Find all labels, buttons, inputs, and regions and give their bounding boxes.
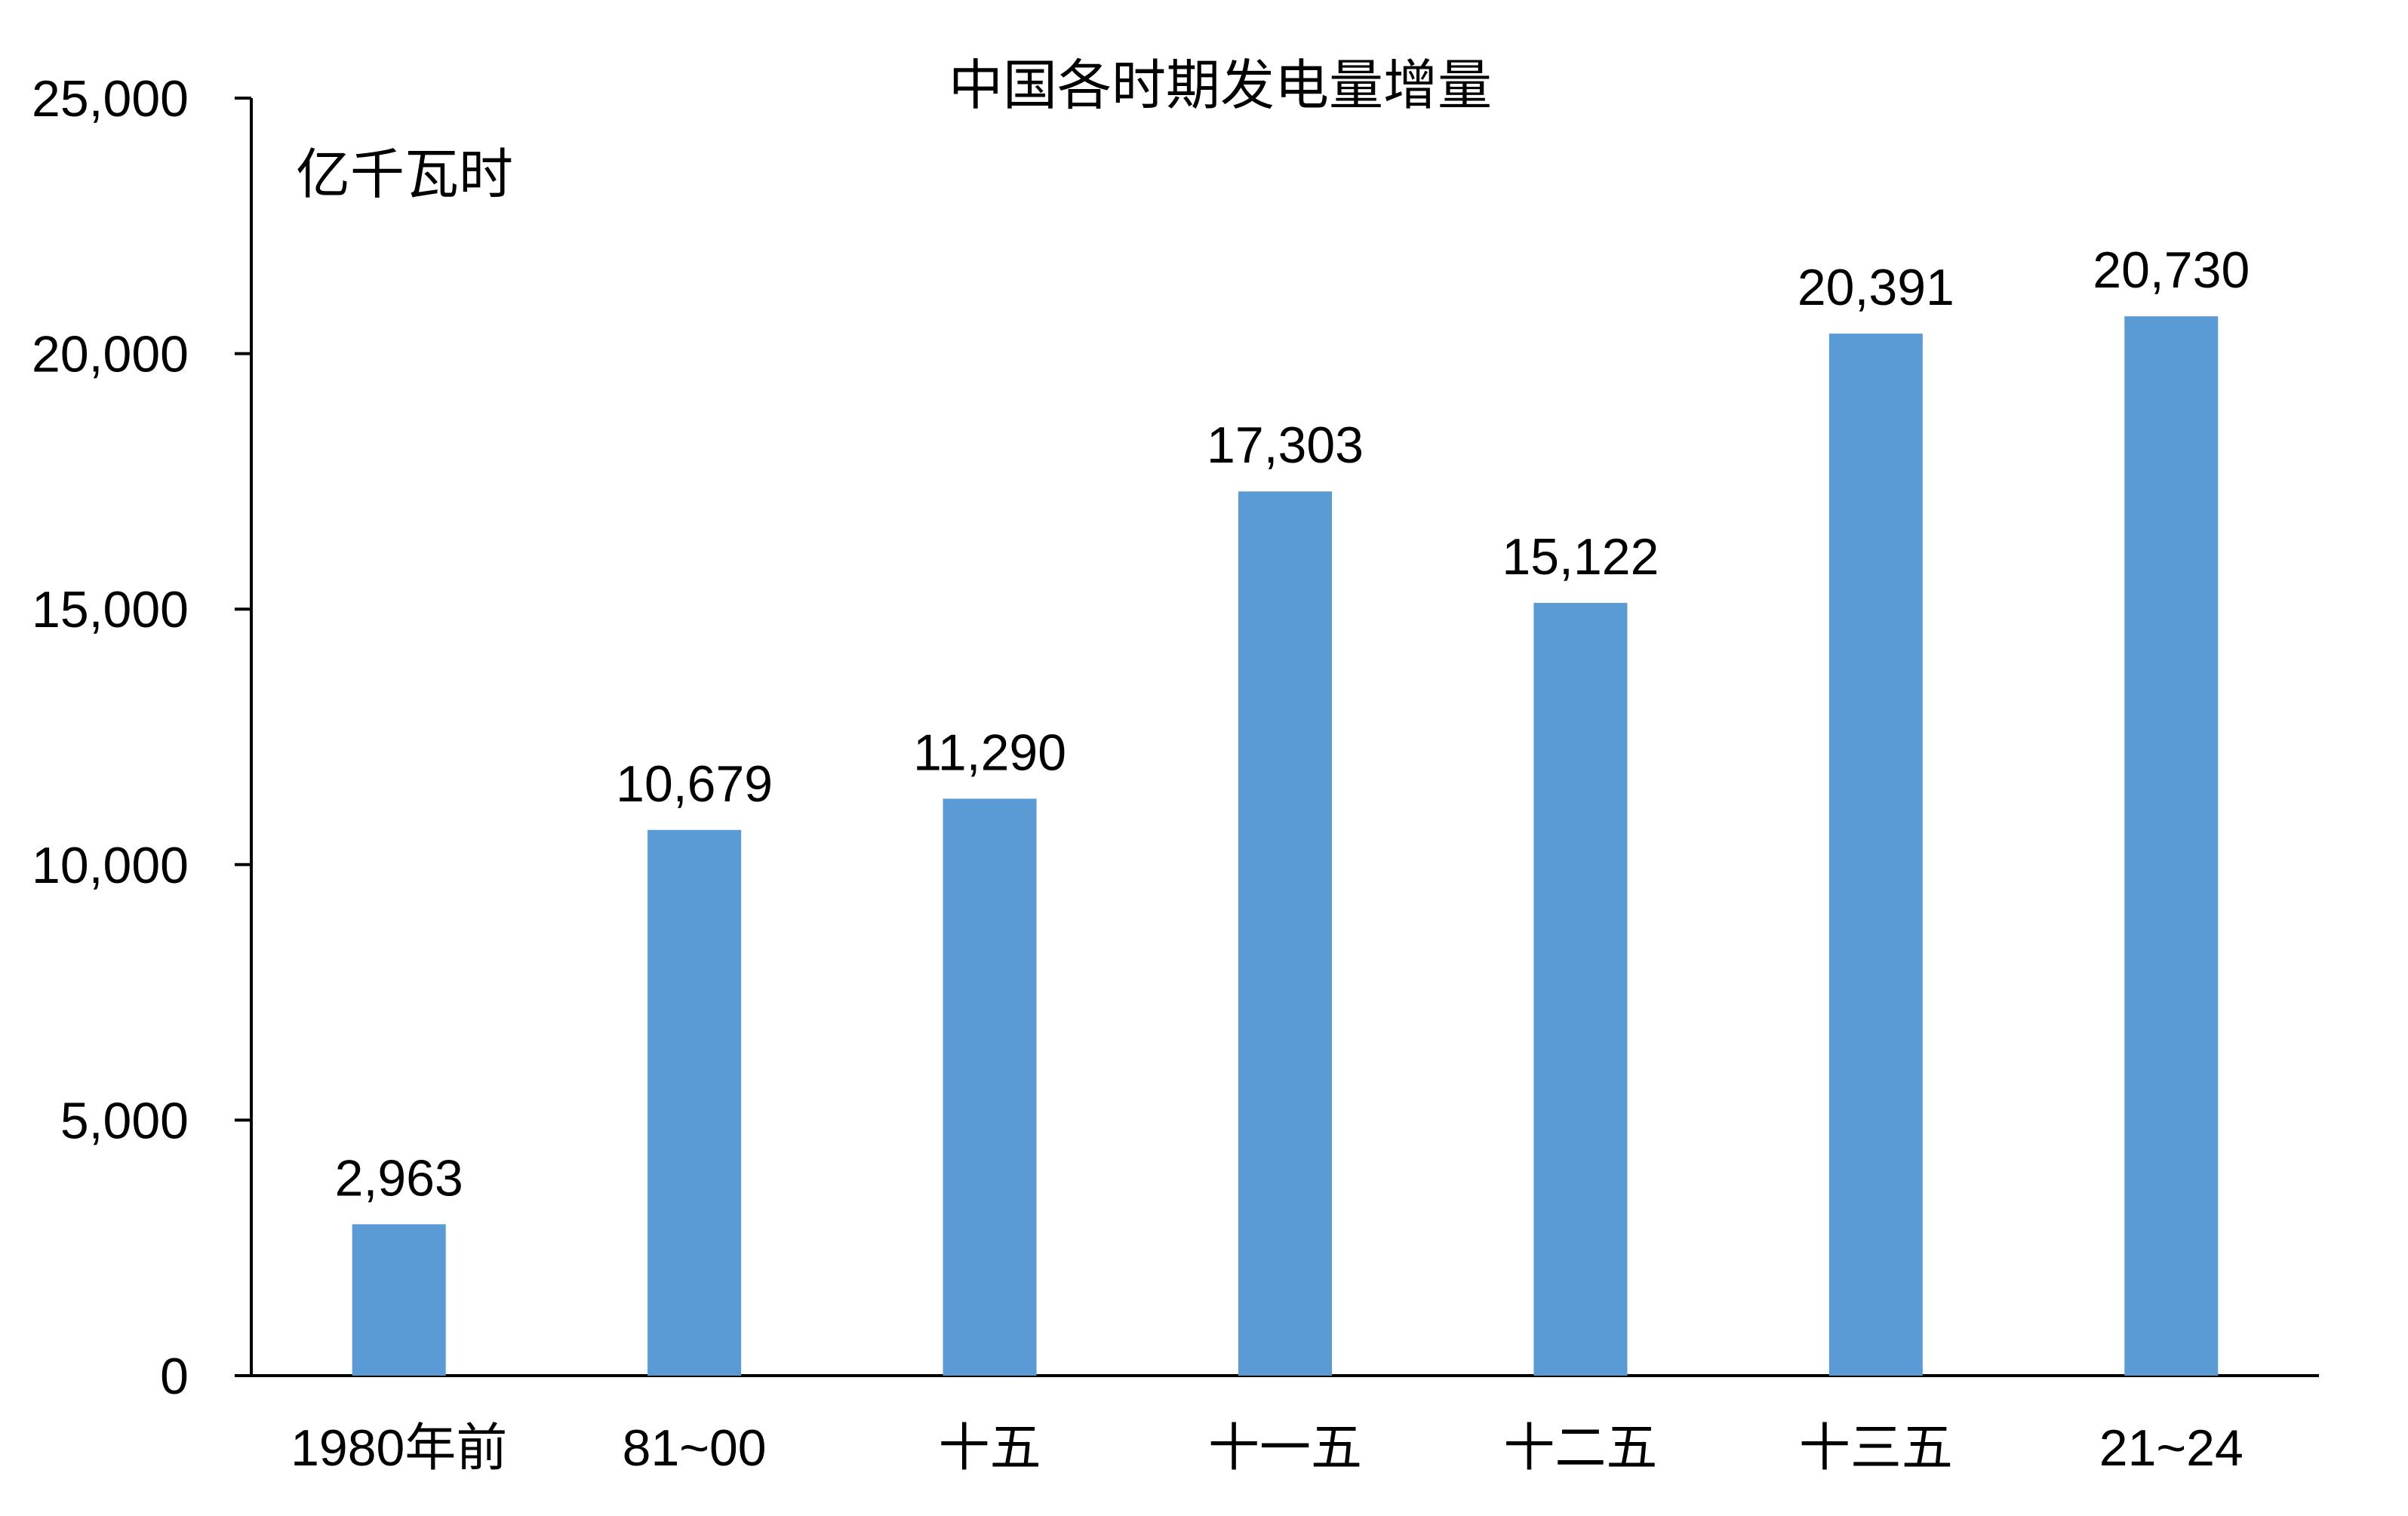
chart-title: 中国各时期发电量增量 xyxy=(949,56,1492,116)
bar xyxy=(943,798,1037,1376)
y-tick-label: 5,000 xyxy=(60,1092,189,1149)
bar xyxy=(1533,602,1628,1376)
x-tick-label: 21~24 xyxy=(2099,1419,2243,1477)
bar xyxy=(647,829,742,1376)
x-tick-label: 十五 xyxy=(939,1419,1041,1477)
data-label: 20,391 xyxy=(1798,259,1954,316)
x-tick-label: 81~00 xyxy=(623,1419,767,1477)
y-tick-label: 25,000 xyxy=(32,70,189,128)
y-tick-label: 15,000 xyxy=(32,581,189,638)
data-label: 10,679 xyxy=(616,755,773,813)
bar xyxy=(2124,316,2219,1376)
x-tick-label: 十一五 xyxy=(1208,1419,1362,1477)
data-label: 20,730 xyxy=(2093,241,2250,299)
data-label: 17,303 xyxy=(1207,417,1364,474)
y-axis-unit-label: 亿千瓦时 xyxy=(296,145,513,205)
bar xyxy=(1828,334,1923,1376)
x-tick-label: 十三五 xyxy=(1799,1419,1953,1477)
y-tick-label: 10,000 xyxy=(32,837,189,894)
x-tick-label: 1980年前 xyxy=(291,1419,507,1477)
plot-area: 0 5,000 10,000 15,000 20,000 25,000 2,963 1980年… xyxy=(32,70,2319,1477)
y-tick-label: 0 xyxy=(160,1348,189,1405)
bar xyxy=(1238,491,1332,1376)
x-tick-label: 十二五 xyxy=(1503,1419,1657,1477)
y-tick-label: 20,000 xyxy=(32,326,189,383)
bar xyxy=(352,1224,446,1376)
data-label: 2,963 xyxy=(335,1149,463,1207)
data-label: 15,122 xyxy=(1502,528,1659,586)
data-label: 11,290 xyxy=(913,724,1066,781)
